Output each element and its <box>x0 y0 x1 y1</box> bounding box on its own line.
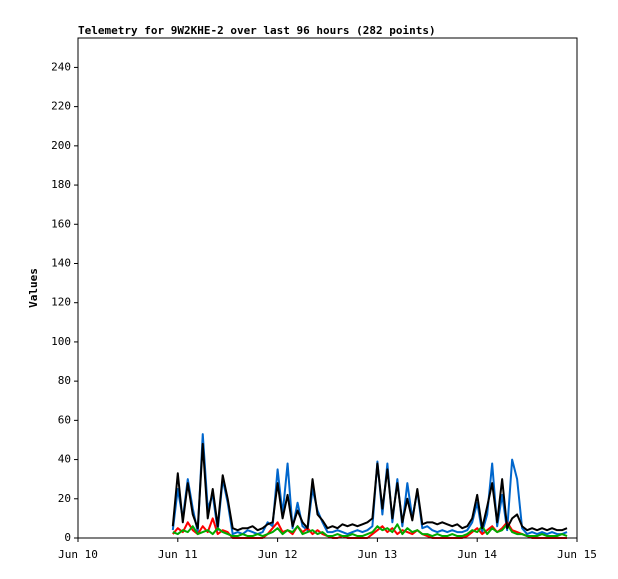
y-tick-label: 200 <box>51 139 71 152</box>
chart-title: Telemetry for 9W2KHE-2 over last 96 hour… <box>78 24 436 37</box>
x-tick-label: Jun 10 <box>58 548 98 561</box>
y-tick-label: 80 <box>58 374 71 387</box>
series-line <box>171 442 568 532</box>
y-tick-label: 0 <box>64 531 71 544</box>
x-tick-label: Jun 11 <box>158 548 198 561</box>
y-tick-label: 60 <box>58 413 71 426</box>
y-tick-label: 220 <box>51 100 71 113</box>
plot-frame <box>77 37 578 539</box>
y-axis-label: Values <box>27 268 40 308</box>
x-tick-label: Jun 13 <box>358 548 398 561</box>
series-line <box>171 433 568 536</box>
y-tick-label: 100 <box>51 335 71 348</box>
y-tick-label: 120 <box>51 296 71 309</box>
series-line <box>172 523 568 538</box>
y-tick-label: 40 <box>58 453 71 466</box>
x-tick-label: Jun 14 <box>457 548 497 561</box>
y-tick-label: 180 <box>51 178 71 191</box>
y-tick-label: 160 <box>51 217 71 230</box>
y-tick-label: 20 <box>58 492 71 505</box>
y-tick-label: 240 <box>51 60 71 73</box>
y-tick-label: 140 <box>51 256 71 269</box>
x-tick-label: Jun 12 <box>258 548 298 561</box>
x-tick-label: Jun 15 <box>557 548 597 561</box>
